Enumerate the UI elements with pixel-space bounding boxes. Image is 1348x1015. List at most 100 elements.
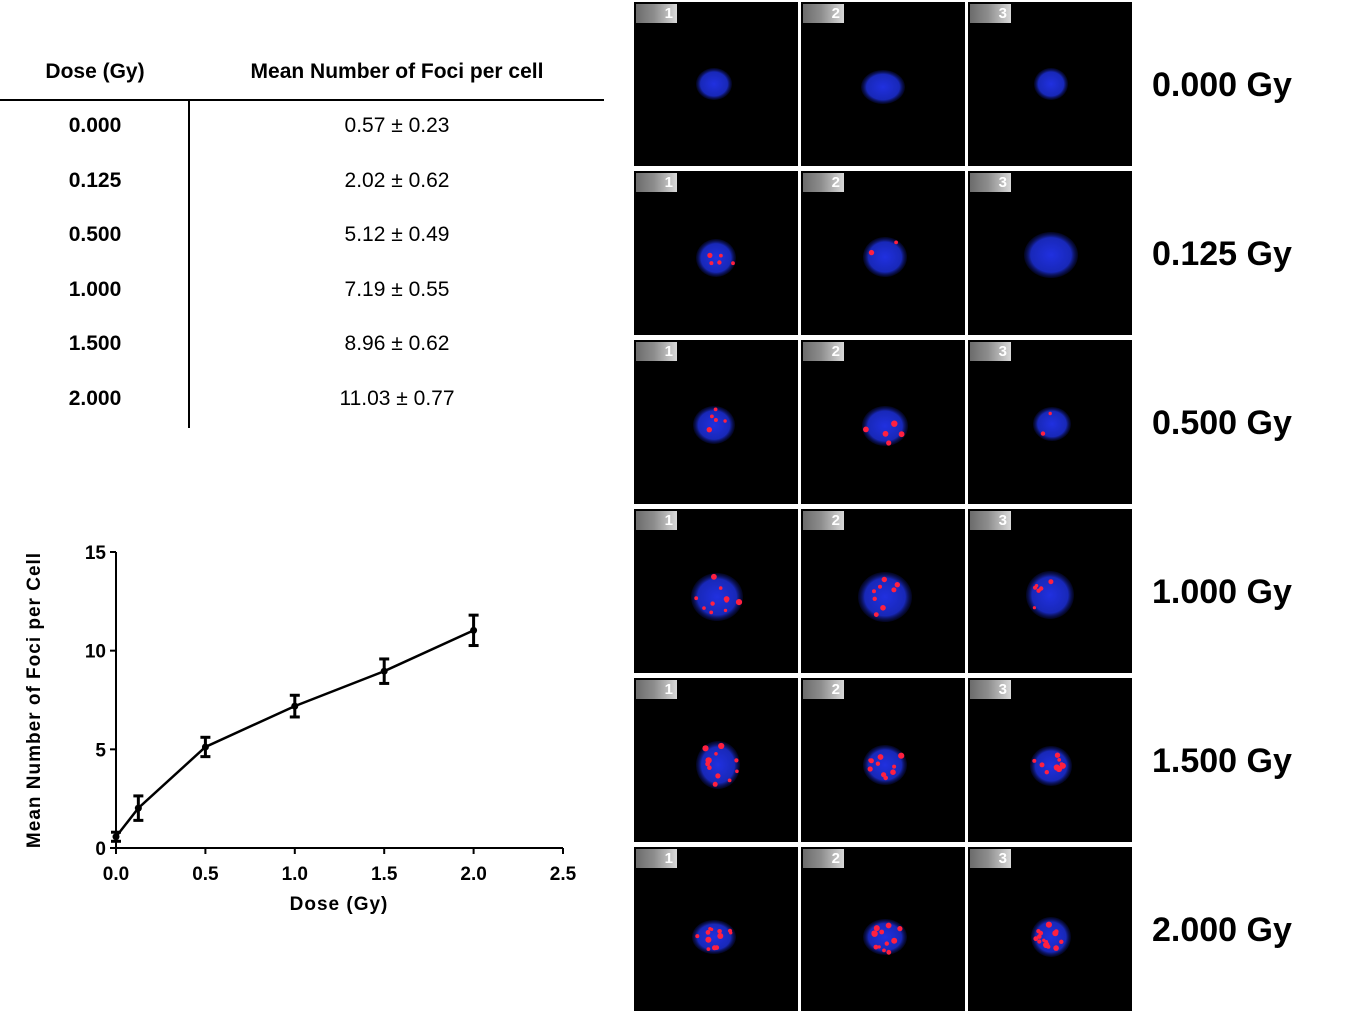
microscopy-panel: 3 xyxy=(968,509,1132,673)
focus-dot xyxy=(1032,758,1037,763)
nucleus xyxy=(692,920,736,954)
nucleus xyxy=(696,741,740,789)
image-row: 1 2 3 0.125 Gy xyxy=(632,169,1348,338)
focus-dot xyxy=(890,769,896,775)
focus-dot xyxy=(1054,752,1061,758)
focus-dot xyxy=(872,596,877,601)
row-dose-label: 1.000 Gy xyxy=(1152,573,1292,611)
panel-number: 3 xyxy=(970,511,1011,530)
chart-axes xyxy=(115,552,563,849)
focus-dot xyxy=(883,775,888,781)
focus-dot xyxy=(1037,934,1042,939)
focus-dot xyxy=(1032,606,1036,610)
image-row: 1 2 3 1.000 Gy xyxy=(632,507,1348,676)
dose-response-chart: 0.0 0.5 1.0 1.5 2.0 2.5 0 5 10 15 Dose (Gy) Mean … xyxy=(24,543,577,915)
focus-dot xyxy=(694,596,699,601)
focus-dot xyxy=(898,431,905,438)
focus-dot xyxy=(875,761,881,766)
table-column-divider xyxy=(188,100,190,428)
focus-dot xyxy=(882,948,886,953)
focus-dot xyxy=(1046,944,1051,949)
nucleus xyxy=(863,237,907,277)
y-tick-label: 15 xyxy=(85,543,107,564)
focus-dot xyxy=(713,418,718,422)
focus-dot xyxy=(718,586,723,590)
focus-dot xyxy=(1059,939,1064,944)
focus-dot xyxy=(868,249,875,256)
table-cell-dose: 1.500 xyxy=(68,332,122,355)
x-tick-label: 1.0 xyxy=(282,864,308,885)
focus-dot xyxy=(1044,770,1049,775)
table-cell-mean: 7.19 ± 0.55 xyxy=(344,278,450,301)
focus-dot xyxy=(712,945,717,951)
row-dose-label: 0.500 Gy xyxy=(1152,404,1292,442)
focus-dot xyxy=(1038,930,1044,936)
focus-dot xyxy=(898,752,905,759)
focus-dot xyxy=(695,934,700,939)
focus-dot xyxy=(863,426,869,433)
nucleus-image xyxy=(696,239,736,277)
microscopy-panel: 1 xyxy=(634,171,798,335)
table-row: 1.500 8.96 ± 0.62 xyxy=(0,332,604,372)
focus-dot xyxy=(1037,939,1042,944)
nucleus xyxy=(861,70,905,104)
panel-number: 3 xyxy=(970,173,1011,192)
row-dose-label: 2.000 Gy xyxy=(1152,911,1292,949)
nucleus xyxy=(1024,232,1078,278)
table-cell-mean: 8.96 ± 0.62 xyxy=(344,332,450,355)
table-row: 0.000 0.57 ± 0.23 xyxy=(0,114,604,154)
focus-dot xyxy=(717,260,722,265)
row-dose-label: 0.000 Gy xyxy=(1152,66,1292,104)
focus-dot xyxy=(885,922,892,929)
focus-dot xyxy=(879,929,885,935)
focus-dot xyxy=(715,773,721,779)
focus-dot xyxy=(867,766,873,772)
focus-dot xyxy=(897,926,903,932)
nucleus-image xyxy=(1033,407,1071,441)
focus-dot xyxy=(710,601,715,606)
focus-dot xyxy=(723,419,727,423)
nucleus-image xyxy=(691,573,743,621)
y-axis-label: Mean Number of Foci per Cell xyxy=(24,552,45,848)
table-cell-dose: 1.000 xyxy=(68,278,122,301)
nucleus-image xyxy=(1034,68,1068,100)
panel-number: 3 xyxy=(970,4,1011,23)
focus-dot xyxy=(882,430,889,437)
table-row: 2.000 11.03 ± 0.77 xyxy=(0,387,604,427)
microscopy-panel: 1 xyxy=(634,340,798,504)
y-tick-label: 5 xyxy=(95,740,106,761)
focus-dot xyxy=(705,936,712,943)
panel-number: 1 xyxy=(636,173,677,192)
nucleus-image xyxy=(693,406,735,444)
series-line xyxy=(115,629,475,838)
table-cell-dose: 2.000 xyxy=(68,387,122,410)
focus-dot xyxy=(891,420,898,427)
microscopy-panel: 2 xyxy=(801,171,965,335)
data-point xyxy=(380,667,388,675)
panel-number: 1 xyxy=(636,342,677,361)
nucleus xyxy=(863,745,907,785)
focus-dot xyxy=(868,758,874,764)
nucleus xyxy=(691,573,743,621)
image-row: 1 2 3 0.000 Gy xyxy=(632,0,1348,169)
nucleus-image xyxy=(1024,232,1078,278)
focus-dot xyxy=(727,928,733,933)
panel-number: 2 xyxy=(803,342,844,361)
focus-dot xyxy=(1048,411,1052,416)
focus-dot xyxy=(712,781,718,787)
focus-dot xyxy=(871,930,878,937)
panel-number: 1 xyxy=(636,511,677,530)
focus-dot xyxy=(709,610,714,615)
focus-dot xyxy=(718,742,725,750)
microscopy-image-grid: 1 2 3 0.000 Gy 1 2 3 0.125 Gy 1 2 3 0.500 Gy 1 2 3 1.00… xyxy=(632,0,1348,1015)
table-cell-mean: 2.02 ± 0.62 xyxy=(344,169,450,192)
nucleus xyxy=(862,406,908,446)
microscopy-panel: 2 xyxy=(801,340,965,504)
focus-dot xyxy=(1053,764,1060,771)
y-tick-label: 10 xyxy=(85,642,106,663)
table-header-divider xyxy=(0,99,604,101)
focus-dot xyxy=(877,945,881,949)
focus-dot xyxy=(872,589,876,594)
focus-dot xyxy=(877,754,884,760)
microscopy-panel: 3 xyxy=(968,171,1132,335)
